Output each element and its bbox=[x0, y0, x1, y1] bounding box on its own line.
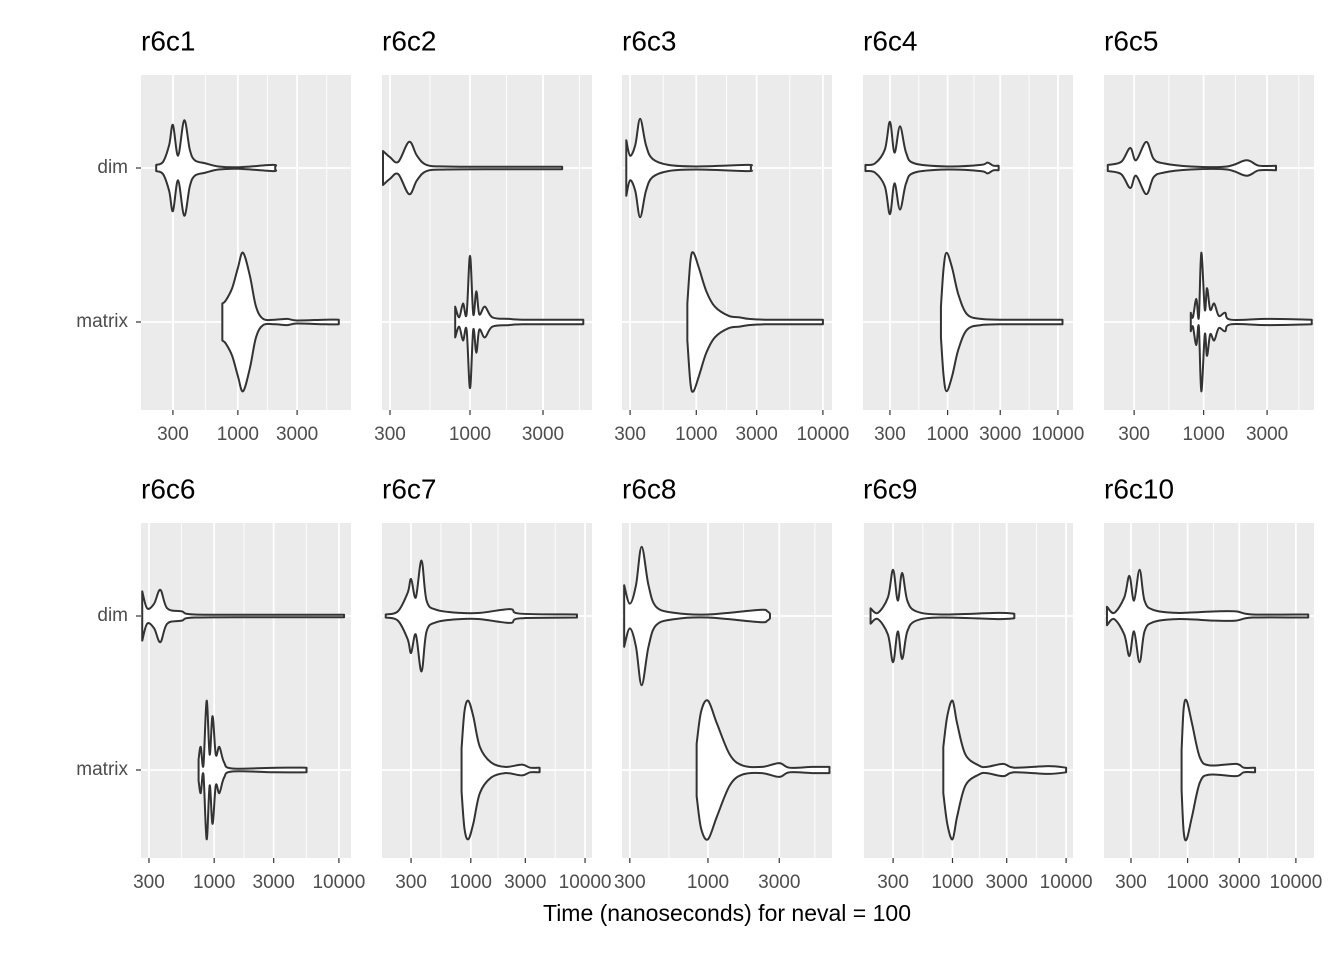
panel-title: r6c6 bbox=[141, 473, 195, 504]
x-tick-label: 300 bbox=[395, 872, 427, 893]
x-tick-label: 1000 bbox=[931, 872, 973, 893]
x-tick-label: 3000 bbox=[986, 872, 1028, 893]
panel-title: r6c4 bbox=[863, 25, 917, 56]
x-tick-label: 3000 bbox=[1246, 424, 1288, 445]
y-tick-label: matrix bbox=[76, 311, 128, 332]
x-tick-label: 3000 bbox=[253, 872, 295, 893]
x-tick-label: 300 bbox=[874, 424, 906, 445]
panel-title: r6c5 bbox=[1104, 25, 1158, 56]
x-tick-label: 1000 bbox=[450, 872, 492, 893]
panel-background bbox=[863, 75, 1073, 410]
panel-title: r6c8 bbox=[622, 473, 676, 504]
violin bbox=[625, 117, 753, 219]
violin bbox=[460, 699, 541, 841]
x-tick-label: 1000 bbox=[193, 872, 235, 893]
panel-background bbox=[622, 75, 832, 410]
violin bbox=[1106, 140, 1277, 196]
x-tick-label: 3000 bbox=[736, 424, 778, 445]
y-tick-label: dim bbox=[97, 157, 128, 178]
x-tick-label: 3000 bbox=[522, 424, 564, 445]
x-tick-label: 300 bbox=[877, 872, 909, 893]
x-tick-label: 300 bbox=[374, 424, 406, 445]
violin bbox=[1189, 251, 1313, 393]
x-tick-label: 1000 bbox=[1166, 872, 1208, 893]
panel-background bbox=[382, 75, 592, 410]
violin bbox=[197, 699, 308, 841]
panel-title: r6c2 bbox=[382, 25, 436, 56]
x-tick-label: 10000 bbox=[1040, 872, 1093, 893]
y-tick-label: dim bbox=[97, 605, 128, 626]
x-tick-label: 3000 bbox=[758, 872, 800, 893]
x-tick-label: 10000 bbox=[796, 424, 849, 445]
x-axis-label: Time (nanoseconds) for neval = 100 bbox=[543, 900, 911, 926]
panel-background bbox=[1104, 75, 1314, 410]
x-tick-label: 300 bbox=[157, 424, 189, 445]
violin bbox=[155, 119, 278, 217]
violin bbox=[942, 699, 1068, 841]
x-tick-label: 300 bbox=[614, 424, 646, 445]
x-tick-label: 10000 bbox=[559, 872, 612, 893]
violin bbox=[141, 588, 346, 644]
x-tick-label: 10000 bbox=[1269, 872, 1322, 893]
violin bbox=[939, 251, 1064, 393]
panel-title: r6c9 bbox=[863, 473, 917, 504]
panel-background bbox=[382, 523, 592, 858]
x-tick-label: 1000 bbox=[449, 424, 491, 445]
violin bbox=[384, 559, 579, 673]
violin bbox=[1105, 568, 1310, 664]
x-tick-label: 1000 bbox=[1183, 424, 1225, 445]
x-tick-label: 300 bbox=[614, 872, 646, 893]
x-tick-label: 10000 bbox=[312, 872, 365, 893]
violin bbox=[864, 120, 1000, 216]
panel-title: r6c7 bbox=[382, 473, 436, 504]
panel-title: r6c3 bbox=[622, 25, 676, 56]
x-tick-label: 1000 bbox=[675, 424, 717, 445]
x-tick-label: 10000 bbox=[1031, 424, 1084, 445]
x-tick-label: 300 bbox=[1118, 424, 1150, 445]
x-tick-label: 3000 bbox=[1218, 872, 1260, 893]
y-tick-label: matrix bbox=[76, 759, 128, 780]
violin bbox=[869, 568, 1016, 664]
x-tick-label: 1000 bbox=[687, 872, 729, 893]
violin bbox=[221, 251, 340, 393]
x-tick-label: 1000 bbox=[926, 424, 968, 445]
x-tick-label: 3000 bbox=[979, 424, 1021, 445]
x-tick-label: 300 bbox=[1115, 872, 1147, 893]
violin bbox=[381, 140, 564, 196]
panel-background bbox=[863, 523, 1073, 858]
x-tick-label: 3000 bbox=[276, 424, 318, 445]
violin bbox=[686, 251, 824, 393]
violin bbox=[1180, 698, 1257, 842]
panel-background bbox=[1104, 523, 1314, 858]
x-tick-label: 3000 bbox=[504, 872, 546, 893]
x-tick-label: 1000 bbox=[217, 424, 259, 445]
x-tick-label: 300 bbox=[133, 872, 165, 893]
violin bbox=[623, 545, 771, 687]
violin bbox=[454, 254, 585, 390]
panel-title: r6c10 bbox=[1104, 473, 1174, 504]
panel-background bbox=[141, 523, 351, 858]
panel-background bbox=[622, 523, 832, 858]
panel-title: r6c1 bbox=[141, 25, 195, 56]
violin bbox=[695, 699, 831, 841]
